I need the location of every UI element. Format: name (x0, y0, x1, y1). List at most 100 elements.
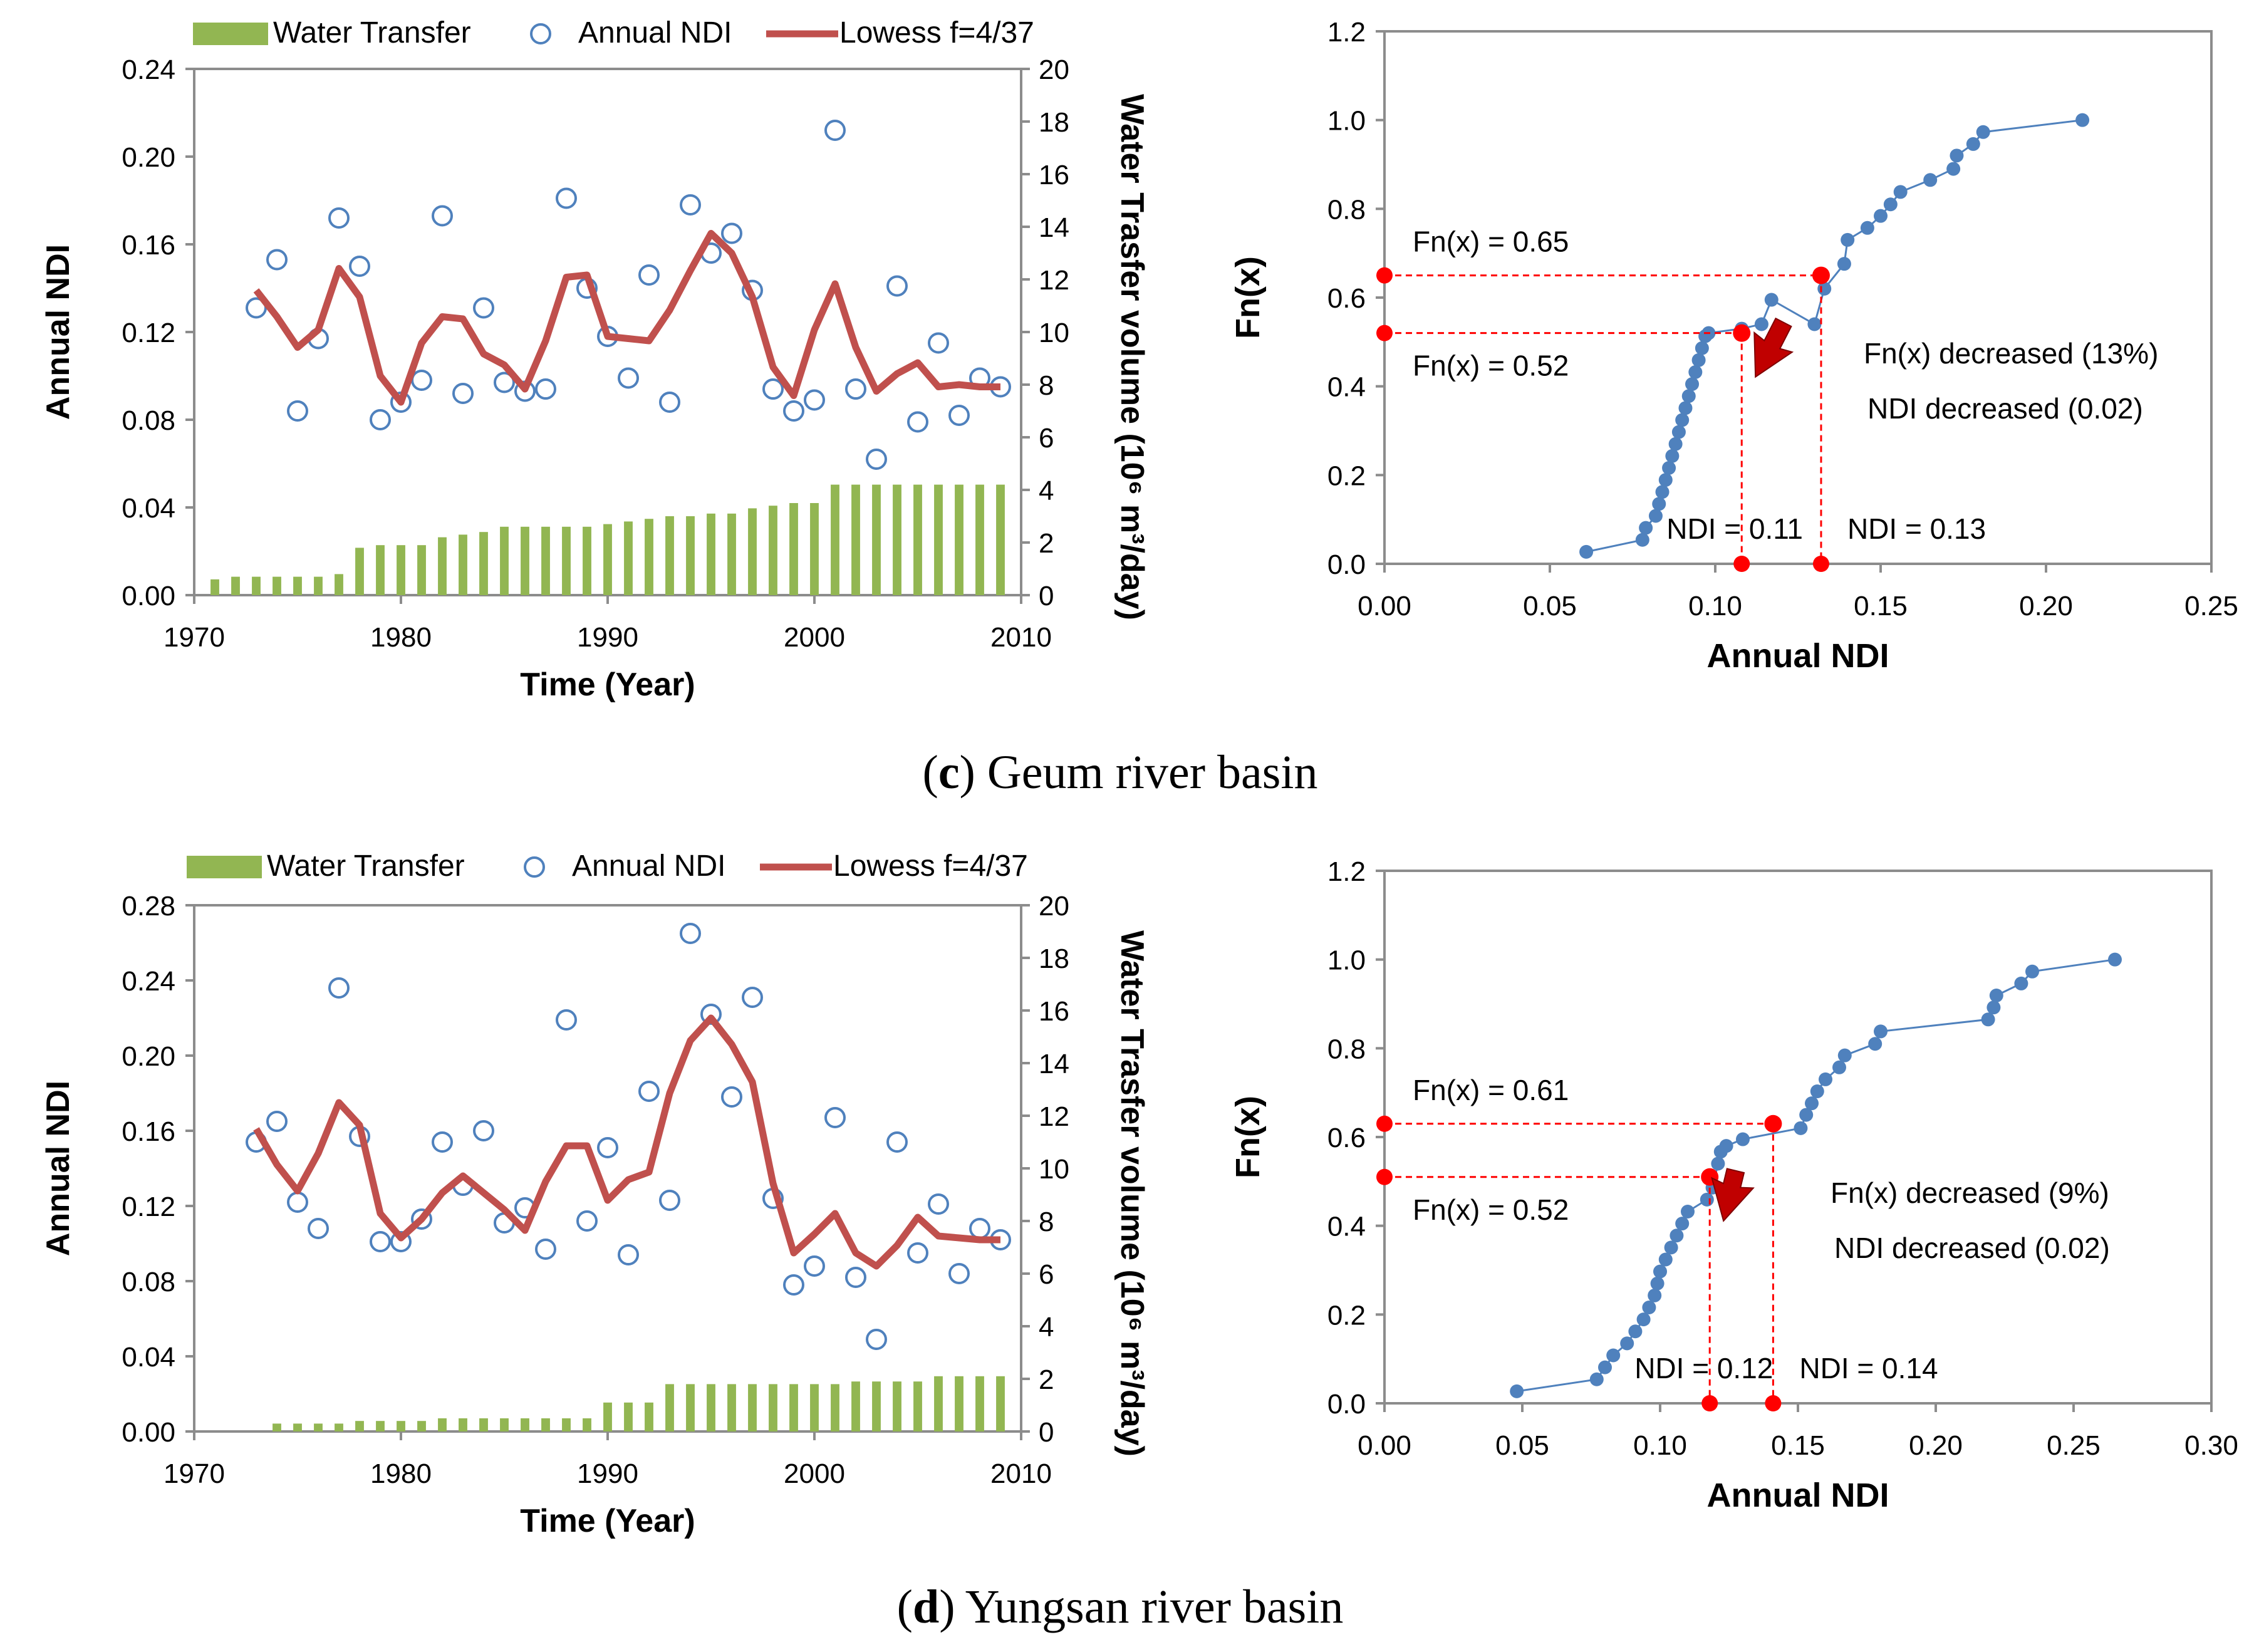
cdf-point (1691, 353, 1706, 367)
y-tick-label: 0.12 (122, 318, 175, 348)
legend-bar-swatch (193, 23, 268, 45)
cdf-point (1711, 1156, 1725, 1171)
y-tick-label: 1.2 (1327, 17, 1366, 48)
cdf-point (1807, 317, 1822, 331)
caption-d-text: Yungsan river basin (955, 1581, 1344, 1633)
x-tick-label: 1980 (370, 622, 432, 653)
annual-ndi-point (576, 1210, 598, 1232)
annual-ndi-point (886, 1131, 908, 1153)
water-transfer-bar (438, 537, 447, 595)
y-tick-label: 0.4 (1327, 372, 1366, 403)
water-transfer-bar (293, 576, 302, 595)
water-transfer-bar (459, 534, 467, 595)
marker-x-dot-fn-0.61 (1765, 1395, 1782, 1411)
marker-y-dot-fn-0.65 (1376, 267, 1393, 284)
water-transfer-bar (417, 545, 426, 595)
water-transfer-bar (273, 1423, 281, 1431)
yungsan-time-series-chart: 0.00 0.04 0.08 0.12 0.16 0.20 0.24 0.28 0 2 4 6 8 10 1… (40, 849, 1150, 1539)
cdf-point (1628, 1324, 1643, 1339)
annual-ndi-point (597, 1137, 618, 1158)
water-transfer-bar (583, 1418, 591, 1431)
water-transfer-bar (748, 508, 757, 595)
cdf-point (1658, 473, 1673, 487)
water-transfer-bar (521, 526, 529, 595)
annual-ndi-point (948, 405, 970, 426)
marker-label-fn-0.52: Fn(x) = 0.52 (1413, 350, 1569, 382)
water-transfer-bar (707, 1384, 715, 1431)
annual-ndi-point (659, 392, 680, 413)
x-tick-label: 0.05 (1495, 1430, 1549, 1461)
marker-label-fn-0.52: Fn(x) = 0.52 (1413, 1193, 1569, 1226)
water-transfer-bar (231, 576, 240, 595)
y-tick-label: 0.20 (122, 1041, 175, 1072)
annual-ndi-point (328, 977, 350, 999)
water-transfer-bar (335, 574, 343, 595)
marker-ndi-fn-0.52: NDI = 0.11 (1666, 512, 1803, 545)
water-transfer-bar (541, 526, 550, 595)
annual-ndi-point (907, 411, 928, 433)
water-transfer-bar (645, 1402, 653, 1431)
annual-ndi-point (287, 1192, 308, 1213)
annual-ndi-point (969, 1218, 990, 1239)
cdf-point (1764, 293, 1779, 307)
y-axis-title: Fn(x) (1229, 1096, 1267, 1178)
marker-x-dot-fn-0.65 (1812, 556, 1829, 572)
y2-tick-label: 20 (1039, 55, 1069, 85)
y2-tick-label: 12 (1039, 1101, 1069, 1132)
plot-area (193, 904, 1022, 1433)
water-transfer-bar (851, 484, 860, 595)
cdf-point (1966, 137, 1980, 151)
y-tick-label: 0.20 (122, 142, 175, 173)
cdf-point (1950, 148, 1964, 163)
annual-ndi-point (308, 1218, 329, 1239)
cdf-point (1805, 1096, 1819, 1111)
y-tick-label: 1.0 (1327, 106, 1366, 137)
cdf-point (1799, 1108, 1814, 1122)
x-tick-label: 0.20 (1909, 1430, 1963, 1461)
cdf-point (1598, 1360, 1612, 1374)
water-transfer-bar (355, 1421, 364, 1431)
cdf-point (1987, 1000, 2001, 1015)
y2-tick-label: 6 (1039, 423, 1054, 454)
annual-ndi-point (494, 371, 515, 393)
water-transfer-bar (789, 1384, 798, 1431)
x-tick-label: 1990 (577, 622, 638, 653)
annual-ndi-point (246, 297, 267, 319)
water-transfer-bar (975, 484, 984, 595)
water-transfer-bar (996, 484, 1005, 595)
y-tick-label: 0.08 (122, 1267, 175, 1297)
y2-tick-label: 4 (1039, 475, 1054, 506)
y2-tick-label: 18 (1039, 943, 1069, 974)
cdf-point (1883, 197, 1898, 212)
y-tick-label: 0.08 (122, 405, 175, 436)
y-tick-label: 1.0 (1327, 945, 1366, 976)
lowess-line (253, 1014, 1000, 1270)
annual-ndi-point (866, 449, 887, 470)
y-axis-title: Fn(x) (1229, 256, 1267, 339)
legend-ndi-swatch (530, 23, 551, 44)
caption-c: (c) Geum river basin (923, 746, 1318, 799)
water-transfer-bar (273, 576, 281, 595)
y-tick-label: 0.00 (122, 581, 175, 611)
annual-ndi-point (845, 1267, 866, 1288)
water-transfer-bar (603, 524, 612, 595)
water-transfer-bar (521, 1418, 529, 1431)
y2-tick-label: 4 (1039, 1312, 1054, 1343)
annual-ndi-point (556, 187, 577, 209)
x-tick-label: 0.15 (1854, 591, 1908, 621)
marker-y-dot-fn-0.61 (1376, 1115, 1393, 1132)
y-tick-label: 0.8 (1327, 1034, 1366, 1064)
y2-tick-label: 16 (1039, 160, 1069, 190)
cdf-point (1681, 389, 1696, 403)
annual-ndi-point (948, 1263, 970, 1284)
cdf-point (1874, 1024, 1888, 1039)
x-tick-label: 1970 (164, 1458, 225, 1489)
annual-ndi-point (535, 378, 556, 400)
water-transfer-bar (314, 576, 323, 595)
annual-ndi-point (390, 1231, 412, 1252)
cdf-point (1719, 1139, 1733, 1153)
cdf-point (1868, 1037, 1883, 1051)
annual-ndi-point (742, 987, 763, 1008)
cdf-point (1794, 1121, 1808, 1135)
x-tick-label: 0.00 (1358, 591, 1411, 621)
